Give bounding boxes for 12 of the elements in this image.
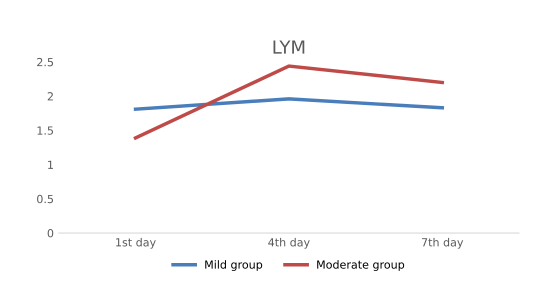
y-tick-label: 1.5 (38, 126, 54, 135)
y-tick-label: 0 (48, 229, 54, 238)
legend-label: Mild group (205, 260, 262, 271)
y-tick-label: 2 (48, 92, 53, 100)
x-tick-label: 7th day (422, 238, 464, 249)
chart-title: LYM (274, 40, 304, 54)
y-tick-label: 0.5 (37, 194, 54, 204)
y-tick-label: 2.5 (37, 58, 54, 66)
x-tick-label: 4th day (268, 238, 310, 249)
x-tick-label: 1st day (116, 238, 156, 249)
y-tick-label: 1 (48, 160, 53, 169)
legend-label: Moderate group (317, 260, 404, 271)
